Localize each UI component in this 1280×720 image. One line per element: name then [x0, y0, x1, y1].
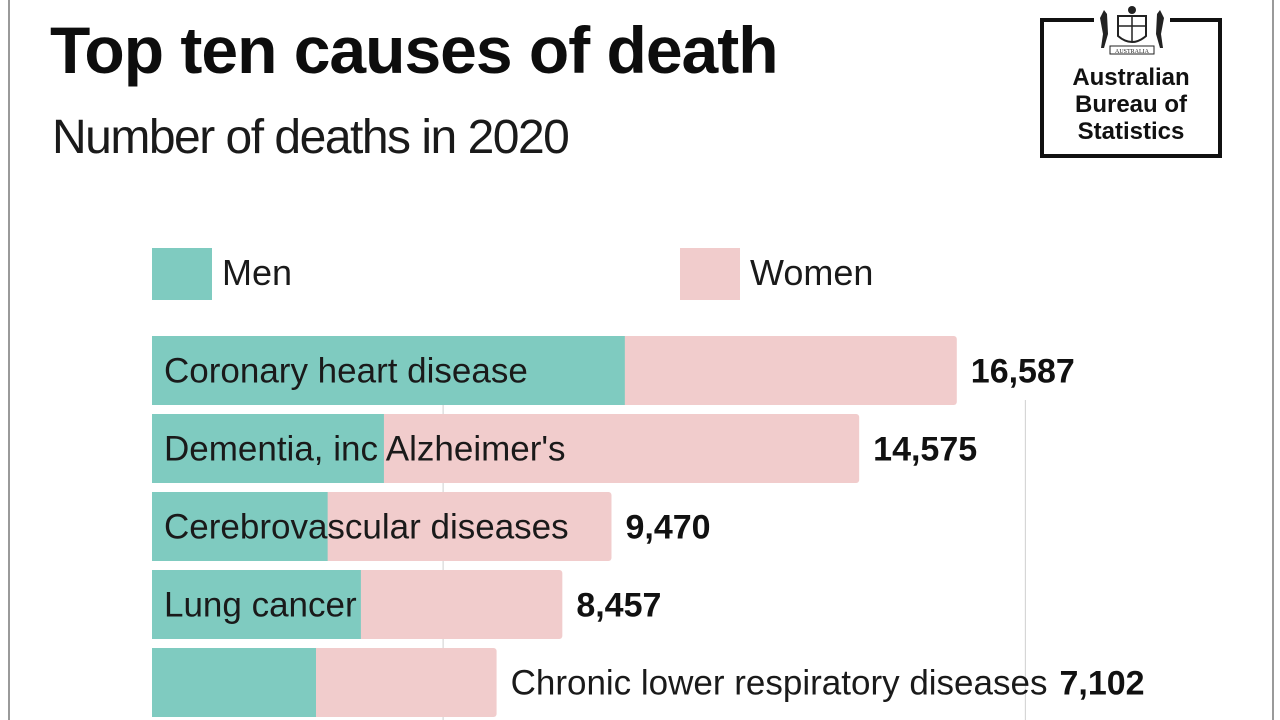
- bar-group: Dementia, inc Alzheimer's: [152, 414, 860, 483]
- chart-title: Top ten causes of death: [50, 13, 779, 87]
- org-name-line-1: Australian: [1072, 64, 1190, 91]
- crest-text: AUSTRALIA: [1115, 49, 1150, 55]
- bar-total-label: 8,457: [576, 587, 661, 625]
- organization-name: Australian Bureau of Statistics: [1044, 64, 1218, 145]
- legend: Men Women: [152, 246, 952, 306]
- abs-logo: AUSTRALIA Australian Bureau of Statistic…: [1040, 4, 1222, 158]
- bar-women: [311, 648, 497, 717]
- bar-label: Dementia, inc Alzheimer's: [164, 430, 566, 469]
- bar-men: [152, 414, 384, 483]
- bar-total-label: 9,470: [625, 509, 710, 547]
- org-name-line-3: Statistics: [1077, 118, 1185, 145]
- bar-label: Lung cancer: [164, 586, 357, 625]
- bar-label: Cerebrovascular diseases: [164, 508, 569, 547]
- bar-label: Coronary heart disease: [164, 352, 528, 391]
- bar-group: Coronary heart disease: [152, 336, 957, 405]
- legend-swatch-men: [152, 248, 212, 300]
- bar-men: [152, 570, 361, 639]
- bar-women: [620, 336, 957, 405]
- org-name-line-2: Bureau of: [1074, 91, 1187, 118]
- bar-men: [152, 648, 316, 717]
- chart-subtitle: Number of deaths in 2020: [52, 111, 570, 164]
- bar-women: [356, 570, 563, 639]
- legend-label-women: Women: [750, 252, 874, 293]
- legend-swatch-women: [680, 248, 740, 300]
- bar-total-label: 14,575: [873, 431, 977, 469]
- legend-label-men: Men: [222, 252, 293, 293]
- bar-men: [152, 492, 328, 561]
- bar-total-label: 16,587: [971, 353, 1075, 391]
- bar-women: [323, 492, 612, 561]
- right-frame-border: [1272, 0, 1274, 720]
- bar-group: Lung cancer: [152, 570, 563, 639]
- bar-label: Chronic lower respiratory diseases: [511, 664, 1048, 703]
- bar-group: Chronic lower respiratory diseases: [152, 648, 1047, 717]
- bar-total-label: 7,102: [1059, 665, 1144, 703]
- left-frame-border: [8, 0, 10, 720]
- bar-men: [152, 336, 625, 405]
- coat-of-arms-icon: AUSTRALIA: [1094, 4, 1170, 58]
- bar-group: Cerebrovascular diseases: [152, 492, 612, 561]
- bar-women: [379, 414, 860, 483]
